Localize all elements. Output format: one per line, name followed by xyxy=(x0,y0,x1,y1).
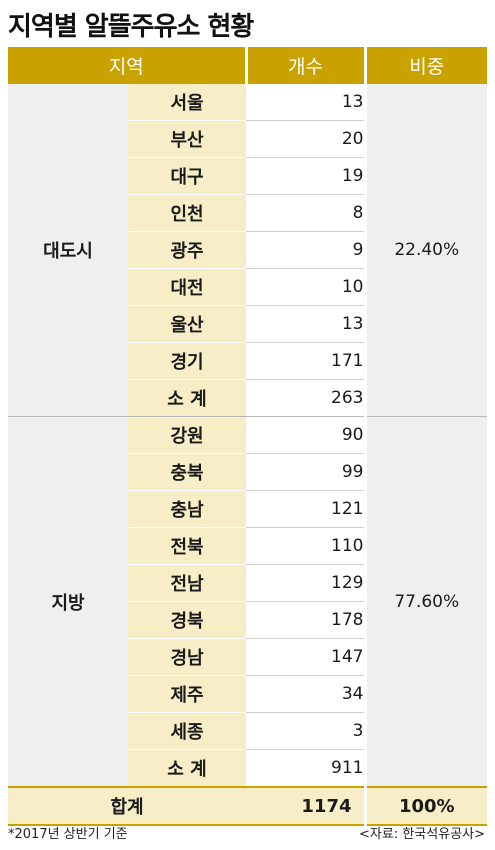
count-cell: 9 xyxy=(246,231,365,269)
region-cell: 광주 xyxy=(128,231,246,269)
region-cell: 소 계 xyxy=(128,379,246,417)
count-cell: 178 xyxy=(246,601,365,639)
count-cell: 263 xyxy=(246,379,365,417)
count-cell: 911 xyxy=(246,749,365,788)
table-row: 경북 178 xyxy=(8,601,487,639)
table-row: 충남 121 xyxy=(8,490,487,528)
table-header-row: 지역 개수 비중 xyxy=(8,47,487,84)
region-cell: 경북 xyxy=(128,601,246,639)
source-note: <자료: 한국석유공사> xyxy=(359,827,485,842)
region-cell: 강원 xyxy=(128,416,246,454)
table-row: 인천 8 xyxy=(8,194,487,232)
share-metro: 22.40% xyxy=(363,84,487,417)
count-cell: 3 xyxy=(246,712,365,750)
count-cell: 19 xyxy=(246,157,365,195)
region-cell: 전남 xyxy=(128,564,246,602)
count-cell: 8 xyxy=(246,194,365,232)
table-row: 대전 10 xyxy=(8,268,487,306)
group-label-metro: 대도시 xyxy=(8,84,128,417)
total-count: 1174 xyxy=(246,786,365,826)
region-cell: 세종 xyxy=(128,712,246,750)
total-row: 합계 1174 100% xyxy=(8,786,487,826)
count-cell: 13 xyxy=(246,84,365,121)
header-share: 비중 xyxy=(365,47,487,84)
table-row: 울산 13 xyxy=(8,305,487,343)
region-cell: 경남 xyxy=(128,638,246,676)
region-cell: 울산 xyxy=(128,305,246,343)
count-cell: 121 xyxy=(246,490,365,528)
region-cell: 충남 xyxy=(128,490,246,528)
count-cell: 147 xyxy=(246,638,365,676)
subtotal-row: 소 계 263 xyxy=(8,379,487,417)
count-cell: 99 xyxy=(246,453,365,491)
count-cell: 110 xyxy=(246,527,365,565)
table-row: 부산 20 xyxy=(8,120,487,158)
table-row: 대도시 서울 13 22.40% xyxy=(8,84,487,417)
region-cell: 충북 xyxy=(128,453,246,491)
group-label-provinces: 지방 xyxy=(8,416,128,788)
total-share: 100% xyxy=(363,786,487,826)
count-cell: 171 xyxy=(246,342,365,380)
share-provinces: 77.60% xyxy=(363,416,487,788)
region-cell: 대전 xyxy=(128,268,246,306)
table-row: 지방 강원 90 77.60% xyxy=(8,416,487,788)
region-cell: 제주 xyxy=(128,675,246,713)
region-cell: 대구 xyxy=(128,157,246,195)
count-cell: 129 xyxy=(246,564,365,602)
page-title: 지역별 알뜰주유소 현황 xyxy=(8,12,254,42)
region-cell: 경기 xyxy=(128,342,246,380)
region-cell: 부산 xyxy=(128,120,246,158)
region-cell: 서울 xyxy=(128,84,246,121)
region-cell: 인천 xyxy=(128,194,246,232)
region-cell: 전북 xyxy=(128,527,246,565)
table-row: 전남 129 xyxy=(8,564,487,602)
gas-station-table: 지역 개수 비중 대도시 서울 13 22.40% 부산 20 대구 19 인천… xyxy=(8,47,487,826)
region-cell: 소 계 xyxy=(128,749,246,788)
table-row: 충북 99 xyxy=(8,453,487,491)
table-row: 전북 110 xyxy=(8,527,487,565)
count-cell: 13 xyxy=(246,305,365,343)
header-count: 개수 xyxy=(246,47,367,84)
total-label: 합계 xyxy=(8,786,246,826)
header-region: 지역 xyxy=(8,47,248,84)
table-row: 경남 147 xyxy=(8,638,487,676)
table-row: 대구 19 xyxy=(8,157,487,195)
table-row: 제주 34 xyxy=(8,675,487,713)
footnote: *2017년 상반기 기준 xyxy=(8,827,128,842)
table-row: 광주 9 xyxy=(8,231,487,269)
table-row: 세종 3 xyxy=(8,712,487,750)
subtotal-row: 소 계 911 xyxy=(8,749,487,788)
count-cell: 20 xyxy=(246,120,365,158)
table-row: 경기 171 xyxy=(8,342,487,380)
count-cell: 34 xyxy=(246,675,365,713)
count-cell: 90 xyxy=(246,416,365,454)
count-cell: 10 xyxy=(246,268,365,306)
